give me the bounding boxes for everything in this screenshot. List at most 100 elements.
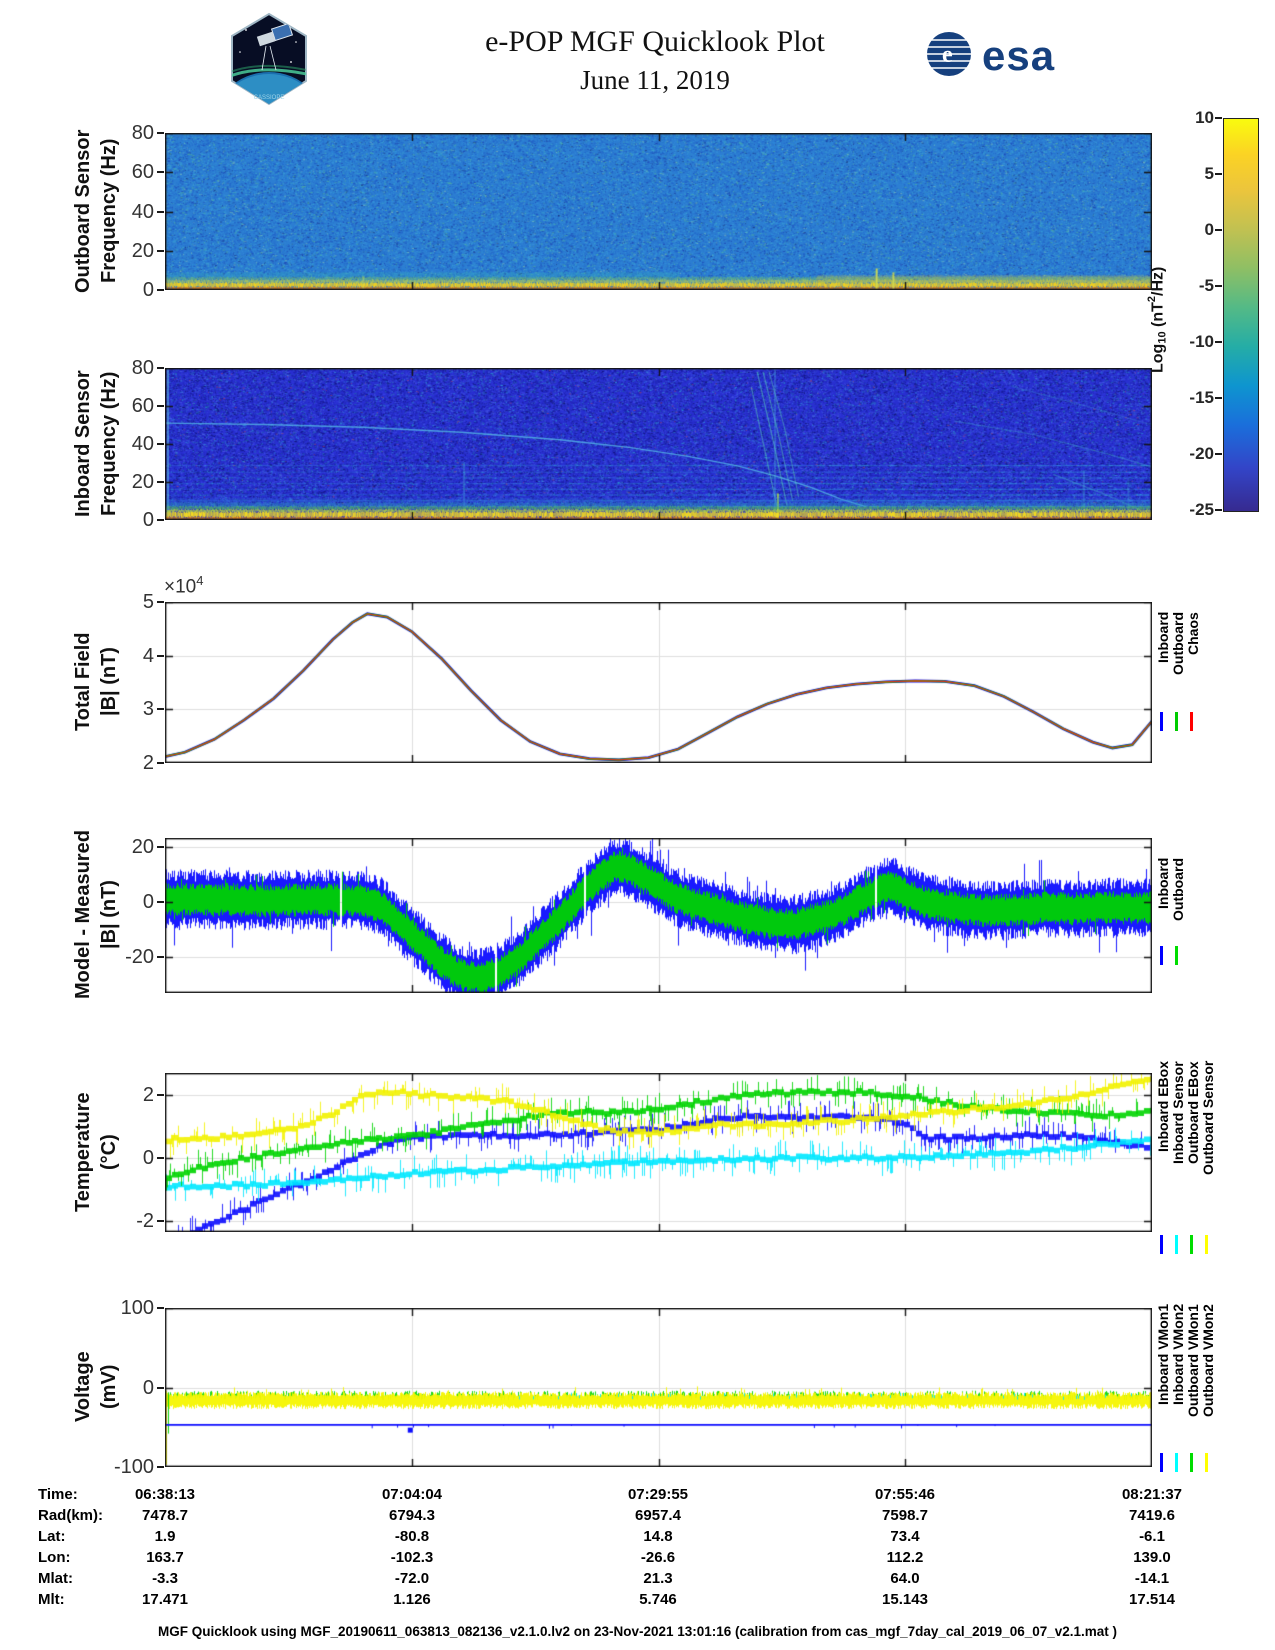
- colorbar-tick-mark: [1215, 117, 1222, 119]
- table-cell: -102.3: [390, 1549, 434, 1566]
- table-row-label: Lon:: [38, 1549, 71, 1566]
- legend-label: Inboard VMon2: [1170, 1304, 1186, 1406]
- table-cell: 7419.6: [1129, 1507, 1175, 1524]
- table-row-label: Mlt:: [38, 1591, 65, 1608]
- table-row-label: Rad(km):: [38, 1507, 104, 1524]
- legend-color-mark: [1175, 1235, 1178, 1254]
- y-tick-mark: [157, 762, 164, 764]
- y-tick-label: -2: [136, 1209, 154, 1232]
- voltage-canvas: [165, 1308, 1152, 1467]
- colorbar: [1223, 118, 1259, 512]
- legend-color-mark: [1205, 1453, 1208, 1472]
- outboard-spectrogram-canvas: [165, 133, 1152, 290]
- table-cell: -72.0: [394, 1570, 430, 1587]
- legend-color-mark: [1160, 1235, 1163, 1254]
- legend-label: Inboard EBox: [1155, 1061, 1171, 1153]
- y-tick-mark: [157, 1094, 164, 1097]
- y-tick-mark: [157, 956, 164, 959]
- legend-label: Outboard VMon1: [1185, 1304, 1201, 1417]
- y-tick-label: 40: [131, 200, 154, 223]
- cassiope-patch-text: CASSIOPE: [254, 95, 285, 101]
- ylabel-model-measured: Model - Measured |B| (nT): [72, 830, 120, 1000]
- table-cell: 112.2: [886, 1549, 924, 1566]
- legend-color-mark: [1160, 946, 1163, 965]
- legend-total_field: Inboard Outboard Chaos: [1155, 612, 1201, 762]
- esa-globe-icon: e: [927, 32, 971, 76]
- legend-color-mark: [1175, 946, 1178, 965]
- table-cell: 21.3: [643, 1570, 673, 1587]
- colorbar-tick-label: 10: [1195, 108, 1214, 127]
- colorbar-tick-mark: [1215, 453, 1222, 455]
- y-tick-label: 0: [142, 891, 154, 914]
- table-cell: -14.1: [1134, 1570, 1170, 1587]
- y-tick-label: 40: [131, 433, 154, 455]
- table-cell: 07:55:46: [874, 1486, 936, 1503]
- legend-label: Outboard VMon2: [1200, 1304, 1216, 1417]
- y-tick-label: 2: [142, 1084, 154, 1107]
- table-cell: -80.8: [394, 1528, 430, 1545]
- y-tick-label: 5: [142, 591, 154, 613]
- y-tick-mark: [157, 405, 164, 407]
- y-tick-mark: [157, 289, 164, 291]
- y-tick-mark: [157, 1157, 164, 1159]
- y-tick-label: 20: [131, 471, 154, 493]
- table-cell: 1.126: [393, 1591, 431, 1608]
- y-tick-label: 60: [131, 395, 154, 417]
- y-tick-mark: [157, 367, 164, 369]
- table-row-label: Lat:: [38, 1528, 66, 1545]
- svg-text:e: e: [942, 42, 953, 68]
- colorbar-tick-label: 5: [1204, 164, 1214, 183]
- y-tick-mark: [157, 846, 164, 849]
- y-tick-label: 0: [142, 1147, 154, 1169]
- y-tick-mark: [157, 654, 164, 657]
- colorbar-tick-mark: [1215, 285, 1222, 287]
- table-cell: 6957.4: [635, 1507, 681, 1524]
- colorbar-tick-label: -25: [1189, 500, 1214, 519]
- y-tick-mark: [157, 171, 164, 174]
- colorbar-tick-mark: [1215, 397, 1222, 399]
- esa-logo: e esa: [927, 32, 1055, 79]
- legend-color-mark: [1175, 712, 1178, 731]
- table-cell: 73.4: [890, 1528, 920, 1545]
- table-cell: 07:29:55: [627, 1486, 689, 1503]
- total-field-exponent: ×104: [164, 573, 204, 598]
- y-tick-label: 0: [142, 509, 154, 531]
- inboard-spectrogram-canvas: [165, 368, 1152, 520]
- legend-label: Chaos: [1185, 612, 1201, 655]
- table-cell: 17.471: [142, 1591, 188, 1608]
- colorbar-tick-mark: [1215, 341, 1222, 343]
- legend-label: Inboard VMon1: [1155, 1304, 1171, 1406]
- legend-label: Outboard: [1170, 858, 1186, 921]
- table-cell: 14.8: [643, 1528, 673, 1545]
- title-block: e-POP MGF Quicklook Plot June 11, 2019: [150, 22, 1160, 98]
- legend-temperature: Inboard EBox Inboard Sensor Outboard EBox O…: [1155, 1061, 1216, 1211]
- table-cell: 1.9: [154, 1528, 176, 1545]
- table-cell: 07:04:04: [381, 1486, 443, 1503]
- legend-label: Outboard: [1170, 612, 1186, 675]
- y-tick-mark: [157, 1307, 164, 1309]
- table-cell: 08:21:37: [1121, 1486, 1183, 1503]
- table-row-label: Time:: [38, 1486, 78, 1503]
- table-row-label: Mlat:: [38, 1570, 73, 1587]
- y-tick-label: 100: [120, 1297, 154, 1319]
- y-tick-label: 0: [142, 1376, 154, 1399]
- table-cell: 163.7: [146, 1549, 184, 1566]
- y-tick-mark: [157, 1466, 164, 1468]
- legend-label: Outboard EBox: [1185, 1061, 1201, 1164]
- cassiope-mission-patch: CASSIOPE: [231, 12, 307, 106]
- y-tick-label: -100: [113, 1456, 154, 1478]
- y-tick-mark: [157, 443, 164, 445]
- table-cell: 15.143: [882, 1591, 928, 1608]
- esa-logo-text: esa: [982, 32, 1055, 79]
- y-tick-label: 3: [142, 698, 154, 721]
- y-tick-label: -20: [125, 946, 154, 969]
- page-title: e-POP MGF Quicklook Plot: [485, 25, 825, 58]
- colorbar-tick-mark: [1215, 173, 1222, 175]
- legend-color-mark: [1190, 1453, 1193, 1472]
- colorbar-tick-label: 0: [1204, 220, 1214, 239]
- legend-label: Outboard Sensor: [1200, 1061, 1216, 1176]
- y-tick-mark: [157, 210, 164, 213]
- legend-color-mark: [1160, 712, 1163, 731]
- temperature-canvas: [165, 1073, 1152, 1232]
